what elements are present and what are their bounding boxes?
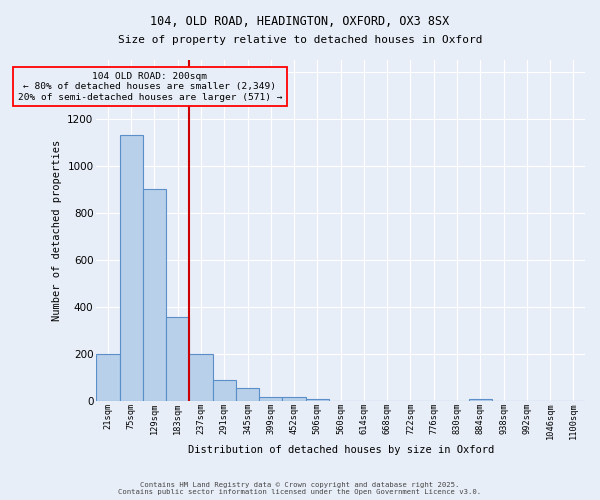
Bar — [166, 316, 190, 402]
Text: Size of property relative to detached houses in Oxford: Size of property relative to detached ho… — [118, 35, 482, 45]
Bar — [119, 136, 143, 402]
Bar — [469, 399, 492, 402]
Bar — [190, 354, 212, 402]
Bar — [212, 380, 236, 402]
Bar — [259, 396, 283, 402]
Bar — [306, 399, 329, 402]
Bar — [97, 354, 119, 402]
X-axis label: Distribution of detached houses by size in Oxford: Distribution of detached houses by size … — [188, 445, 494, 455]
Y-axis label: Number of detached properties: Number of detached properties — [52, 140, 62, 322]
Text: 104, OLD ROAD, HEADINGTON, OXFORD, OX3 8SX: 104, OLD ROAD, HEADINGTON, OXFORD, OX3 8… — [151, 15, 449, 28]
Bar — [283, 396, 306, 402]
Text: 104 OLD ROAD: 200sqm
← 80% of detached houses are smaller (2,349)
20% of semi-de: 104 OLD ROAD: 200sqm ← 80% of detached h… — [17, 72, 282, 102]
Bar — [143, 190, 166, 402]
Bar — [236, 388, 259, 402]
Text: Contains HM Land Registry data © Crown copyright and database right 2025.
Contai: Contains HM Land Registry data © Crown c… — [118, 482, 482, 495]
